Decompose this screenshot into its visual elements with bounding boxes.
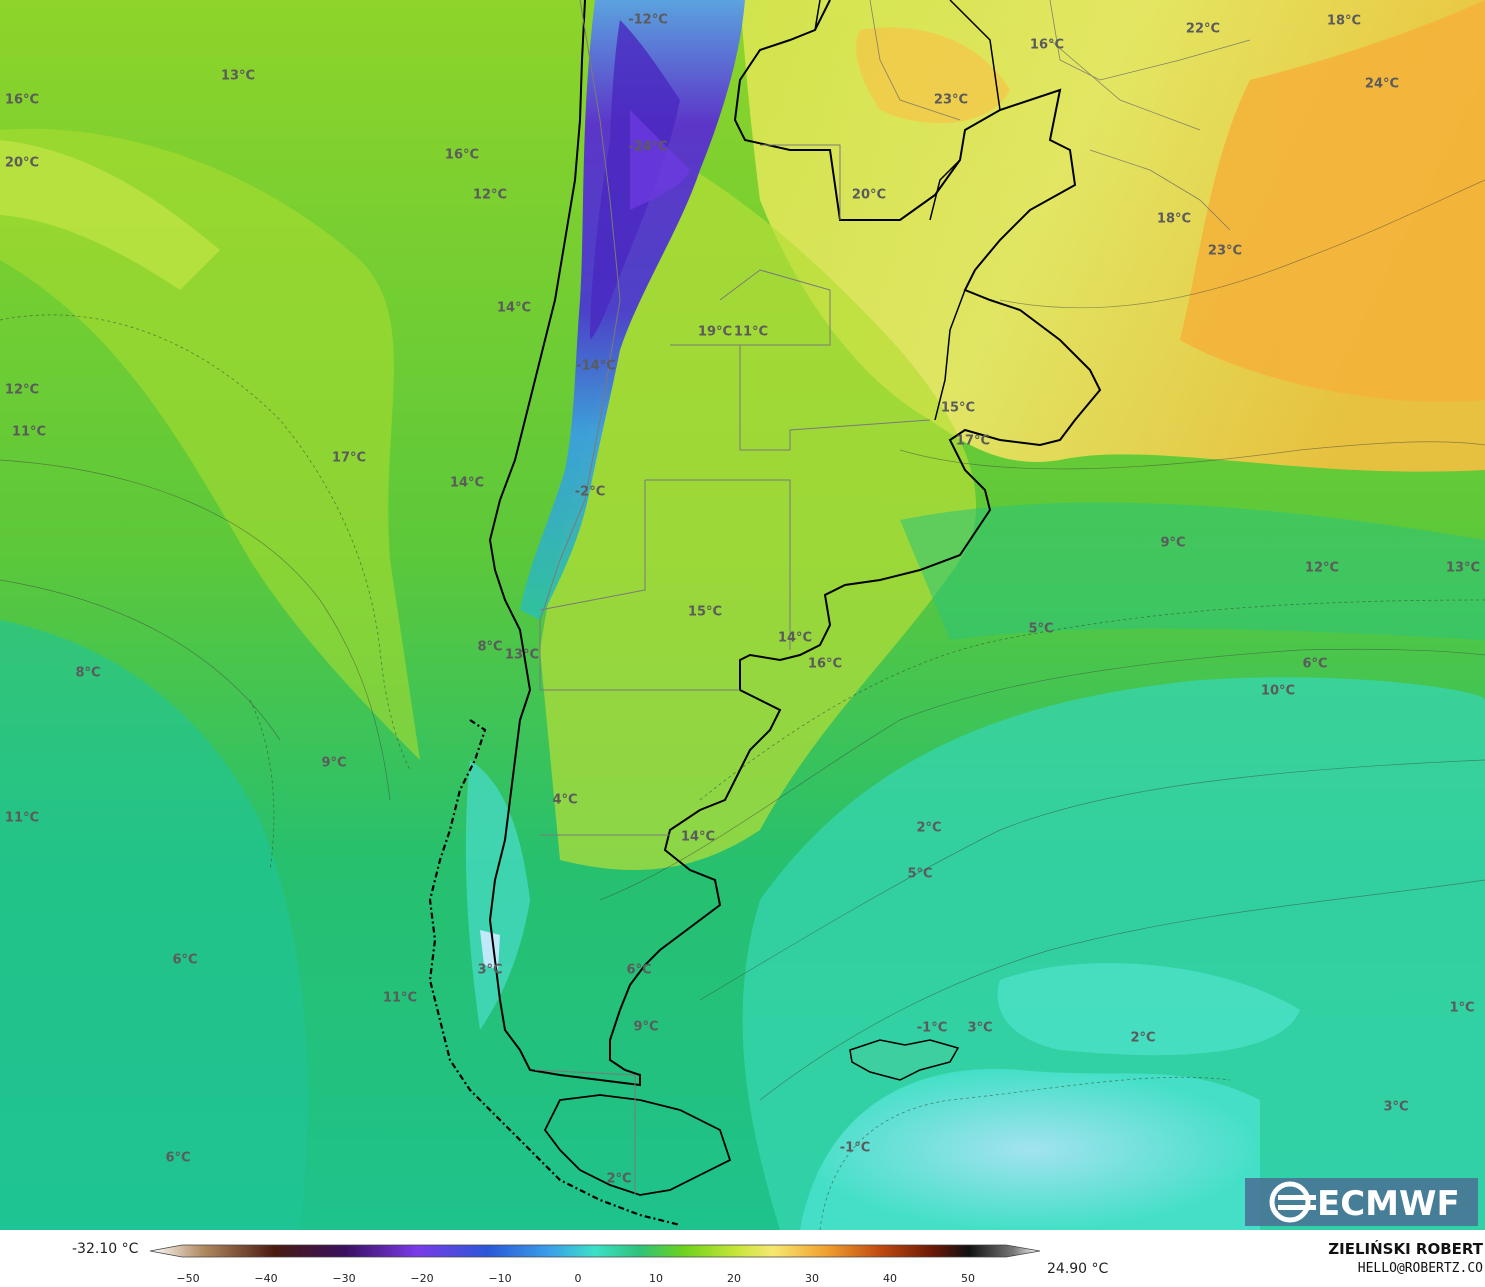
- temperature-label: 6°C: [172, 953, 197, 968]
- colorbar-tick-label: 10: [649, 1272, 663, 1285]
- temperature-label: 18°C: [1327, 14, 1361, 29]
- temperature-label: 9°C: [321, 756, 346, 771]
- temperature-map: ECMWF -12°C -24°C -14°C -2°C 13°C 16°C 20°C 16°…: [0, 0, 1485, 1230]
- temperature-label: 10°C: [1261, 684, 1295, 699]
- temperature-label: 20°C: [852, 188, 886, 203]
- legend-max-label: 24.90 °C: [1047, 1261, 1109, 1277]
- legend-min-label: -32.10 °C: [72, 1241, 139, 1257]
- temperature-label: -2°C: [575, 485, 605, 500]
- temperature-label: 19°C: [698, 325, 732, 340]
- temperature-label: 20°C: [5, 156, 39, 171]
- temperature-label: 22°C: [1186, 22, 1220, 37]
- author-email: HELLO@ROBERTZ.CO: [1357, 1261, 1483, 1276]
- colorbar-tick-label: 40: [883, 1272, 897, 1285]
- temperature-label: 4°C: [552, 793, 577, 808]
- temperature-label: -24°C: [628, 140, 668, 155]
- temperature-label: 16°C: [808, 657, 842, 672]
- temperature-label: 17°C: [956, 434, 990, 449]
- temperature-label: -1°C: [840, 1141, 870, 1156]
- temperature-label: 12°C: [1305, 561, 1339, 576]
- temperature-label: 18°C: [1157, 212, 1191, 227]
- colorbar-tick-label: 20: [727, 1272, 741, 1285]
- temperature-label: 14°C: [681, 830, 715, 845]
- temperature-label: 16°C: [445, 148, 479, 163]
- temperature-label: -12°C: [628, 13, 668, 28]
- temperature-label: 11°C: [383, 991, 417, 1006]
- temperature-label: 16°C: [1030, 38, 1064, 53]
- temperature-label: 11°C: [734, 325, 768, 340]
- temperature-label: 2°C: [1130, 1031, 1155, 1046]
- colorbar-tick-label: −30: [332, 1272, 356, 1285]
- colorbar-tick-label: −10: [488, 1272, 512, 1285]
- colorbar-tick-label: −50: [176, 1272, 200, 1285]
- temperature-label: 8°C: [75, 666, 100, 681]
- temperature-label: 12°C: [473, 188, 507, 203]
- temperature-label: 23°C: [934, 93, 968, 108]
- temperature-label: 13°C: [1446, 561, 1480, 576]
- temperature-label: 6°C: [626, 963, 651, 978]
- temperature-label: 3°C: [477, 963, 502, 978]
- ecmwf-logo-text: ECMWF: [1317, 1184, 1460, 1224]
- colorbar-tick-label: 50: [961, 1272, 975, 1285]
- ecmwf-logo-icon: [1269, 1181, 1316, 1223]
- author-name: ZIELIŃSKI ROBERT: [1328, 1240, 1483, 1258]
- temperature-label: 23°C: [1208, 244, 1242, 259]
- temperature-label: 14°C: [450, 476, 484, 491]
- temperature-label: 15°C: [941, 401, 975, 416]
- legend-footer: -32.10 °C: [0, 1230, 1485, 1287]
- temperature-label: 8°C: [477, 640, 502, 655]
- temperature-label: 9°C: [1160, 536, 1185, 551]
- temperature-label: 14°C: [778, 631, 812, 646]
- temperature-label: 11°C: [5, 811, 39, 826]
- temperature-label: 1°C: [1449, 1001, 1474, 1016]
- temperature-labels: -12°C -24°C -14°C -2°C 13°C 16°C 20°C 16°C 12°C 1…: [5, 13, 1480, 1187]
- temperature-label: 6°C: [165, 1151, 190, 1166]
- temperature-label: 9°C: [633, 1020, 658, 1035]
- temperature-label: 13°C: [221, 69, 255, 84]
- colorbar: [149, 1244, 1041, 1258]
- colorbar-tick-label: 0: [574, 1272, 582, 1285]
- temperature-label: 12°C: [5, 383, 39, 398]
- temperature-label: -1°C: [917, 1021, 947, 1036]
- temperature-label: 5°C: [907, 867, 932, 882]
- temperature-label: 3°C: [1383, 1100, 1408, 1115]
- temperature-label: 5°C: [1028, 622, 1053, 637]
- temperature-label: 16°C: [5, 93, 39, 108]
- temperature-label: 2°C: [606, 1172, 631, 1187]
- temperature-label: 2°C: [916, 821, 941, 836]
- colorbar-tick-label: 30: [805, 1272, 819, 1285]
- temperature-label: -14°C: [576, 359, 616, 374]
- temperature-label: 24°C: [1365, 77, 1399, 92]
- temperature-label: 3°C: [967, 1021, 992, 1036]
- colorbar-tick-label: −40: [254, 1272, 278, 1285]
- temperature-label: 17°C: [332, 451, 366, 466]
- temperature-label: 6°C: [1302, 657, 1327, 672]
- temperature-label: 14°C: [497, 301, 531, 316]
- temperature-label: 11°C: [12, 425, 46, 440]
- colorbar-tick-label: −20: [410, 1272, 434, 1285]
- temperature-label: 15°C: [688, 605, 722, 620]
- temperature-label: 13°C: [505, 648, 539, 663]
